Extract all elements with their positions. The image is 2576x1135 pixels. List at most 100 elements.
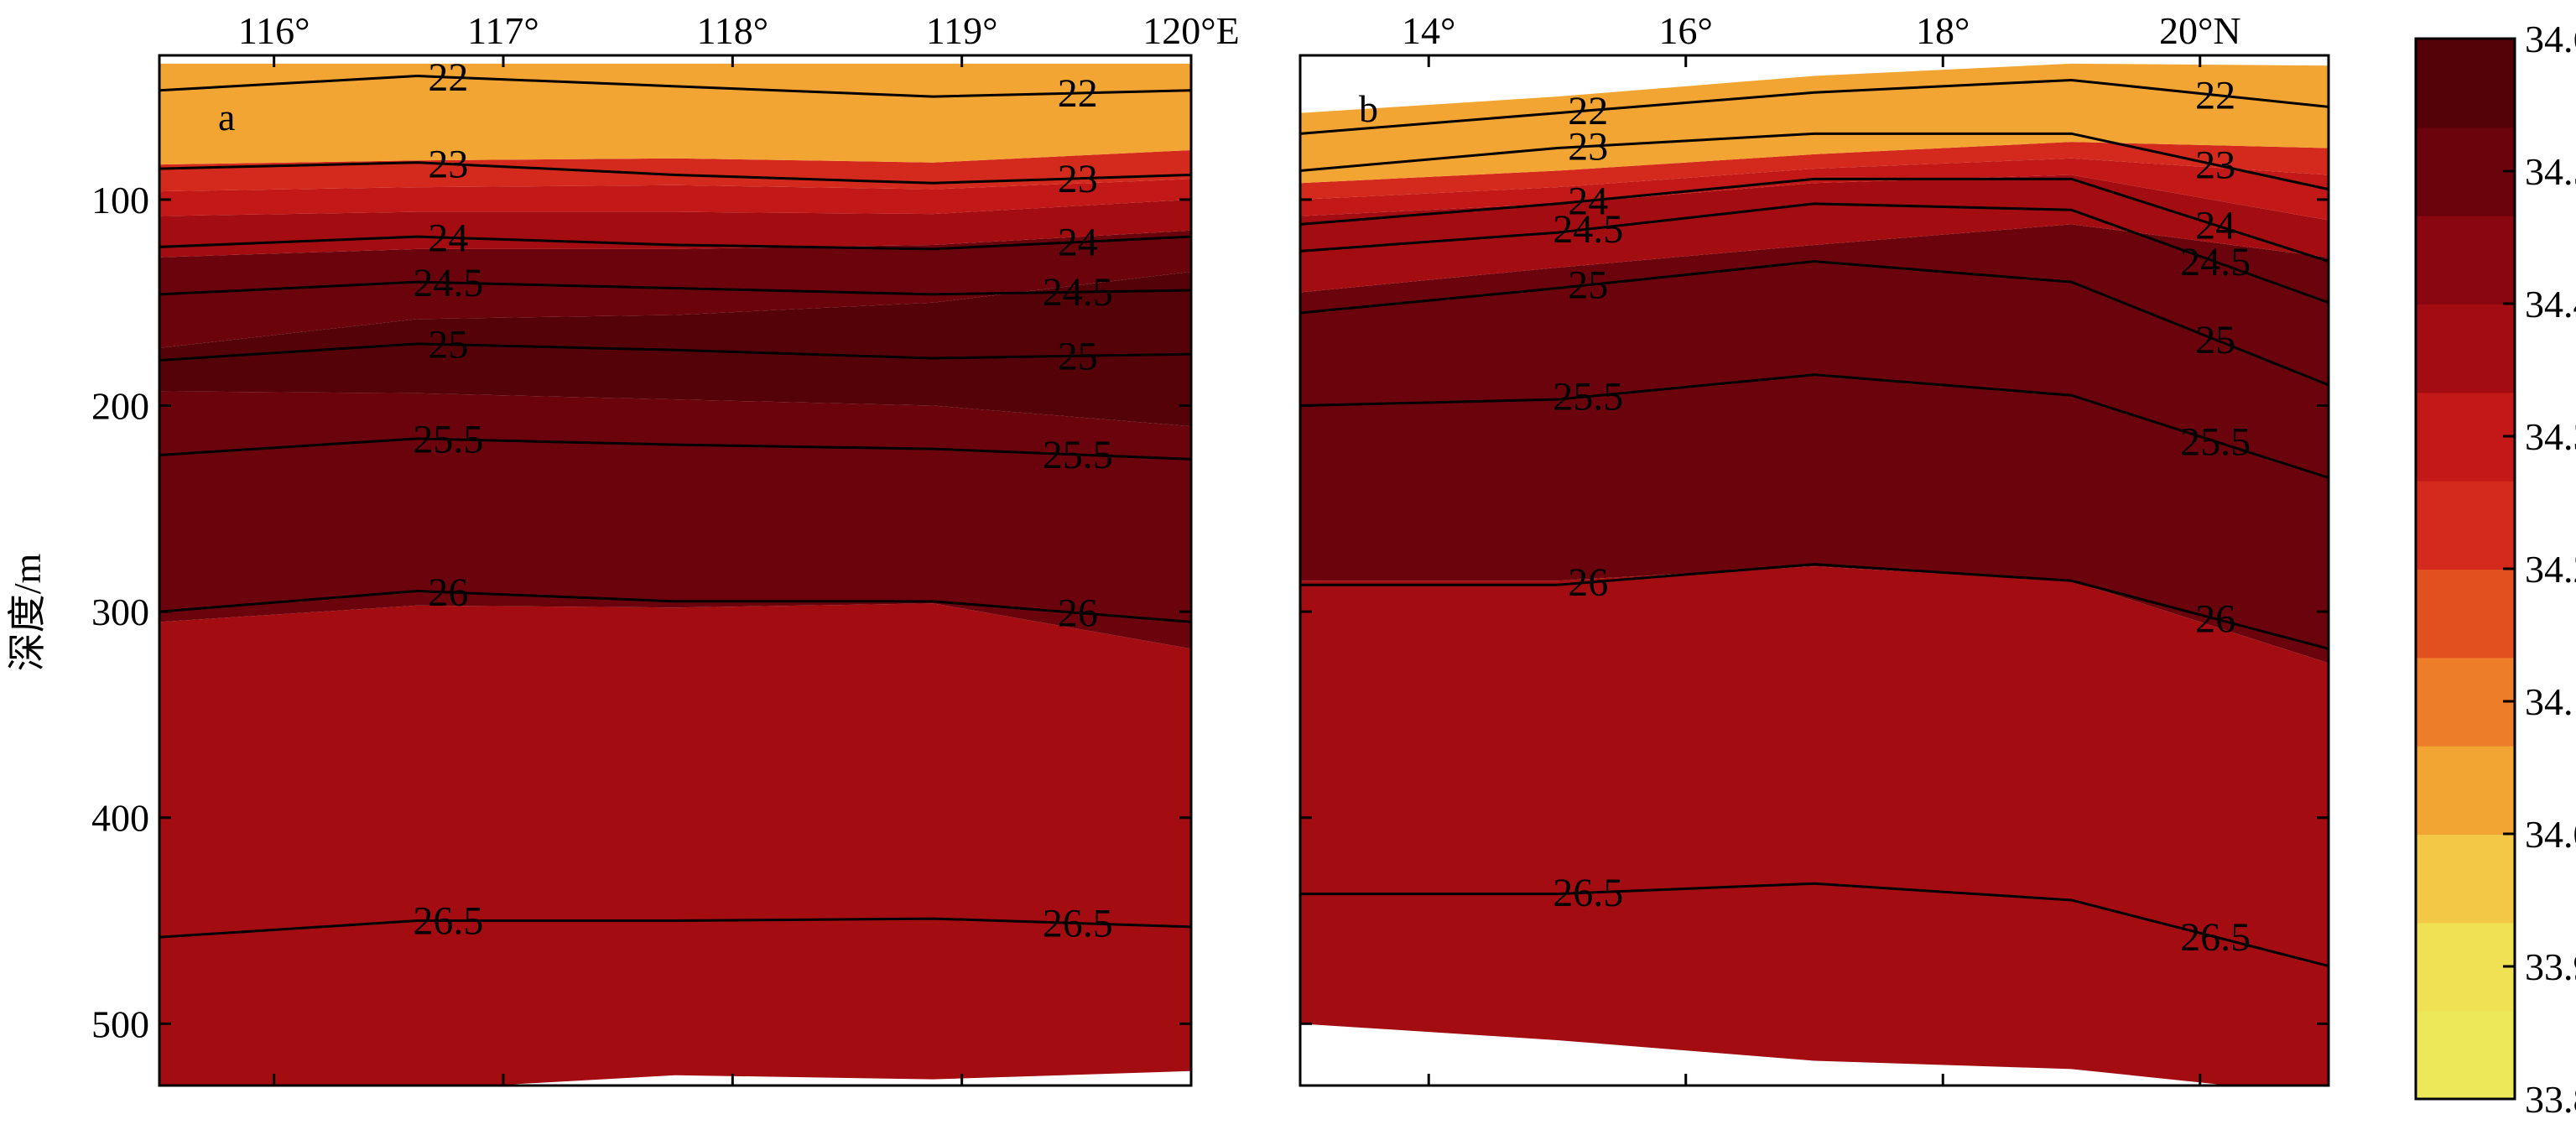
plot-frame (1298, 54, 2330, 1087)
contour-label: 26.5 (1043, 902, 1113, 946)
contour-label: 24.5 (1553, 207, 1623, 252)
contour-label: 26 (1058, 591, 1098, 636)
density-contour (159, 437, 1191, 461)
colorbar-swatch (2416, 39, 2515, 128)
colorbar-swatch (2416, 127, 2515, 216)
colorbar-swatch (2416, 569, 2515, 659)
contour-label: 26.5 (413, 899, 483, 944)
contour-label: 23 (428, 142, 468, 186)
density-contour (159, 75, 1191, 98)
colorbar-swatch (2416, 745, 2515, 835)
density-contour (159, 917, 1191, 939)
contour-label: 25 (1568, 263, 1608, 308)
salinity-band (1300, 566, 2329, 1086)
density-contour (1300, 563, 2329, 650)
panel-letter: b (1359, 87, 1378, 130)
y-tick-label: 500 (91, 1002, 149, 1045)
salinity-band (159, 603, 1191, 1086)
x-tick-label: 18° (1916, 9, 1970, 52)
colorbar-swatch (2416, 480, 2515, 570)
salinity-band (1300, 224, 2329, 664)
contour-label: 24 (428, 216, 468, 260)
density-contour (1300, 202, 2329, 305)
density-contour (1300, 373, 2329, 479)
colorbar-swatch (2416, 392, 2515, 482)
density-contour (1300, 78, 2329, 135)
contour-label: 22 (1568, 89, 1608, 133)
x-tick-label: 116° (238, 9, 310, 52)
y-tick-label: 400 (91, 797, 149, 840)
contour-label: 25.5 (1043, 433, 1113, 477)
x-tick-label: 119° (926, 9, 998, 52)
x-tick-label: 120°E (1142, 9, 1240, 52)
contour-label: 26.5 (2180, 915, 2251, 960)
y-tick-label: 200 (91, 385, 149, 428)
colorbar-tick-label: 33.9 (2525, 945, 2576, 988)
contour-label: 26 (428, 570, 468, 615)
contour-label: 24 (1568, 179, 1608, 223)
colorbar-tick-label: 33.8 (2525, 1078, 2576, 1121)
salinity-band (159, 63, 1191, 165)
contour-label: 24.5 (1043, 270, 1113, 315)
density-contour (1300, 882, 2329, 968)
y-axis-title: 深度/m (6, 554, 49, 672)
x-tick-label: 117° (467, 9, 539, 52)
contour-label: 26 (2195, 597, 2235, 642)
contour-label: 23 (1568, 124, 1608, 169)
density-contour (1300, 177, 2329, 263)
x-tick-label: 118° (696, 9, 768, 52)
contour-label: 25.5 (413, 418, 483, 462)
contour-label: 26 (1568, 560, 1608, 605)
contour-label: 24 (1058, 221, 1098, 265)
contour-label: 24.5 (413, 261, 483, 305)
salinity-band (159, 391, 1191, 649)
contour-label: 24.5 (2180, 240, 2251, 284)
colorbar: 34.6 34.5 34.4 34.3 34.2 34.1 34.0 33.9 33.8 (2414, 18, 2576, 1121)
colorbar-swatch (2416, 834, 2515, 924)
colorbar-swatch (2416, 1010, 2515, 1100)
colorbar-tick-label: 34.2 (2525, 548, 2576, 591)
contour-label: 25 (1058, 334, 1098, 378)
density-contour (159, 280, 1191, 296)
colorbar-tick-label: 34.6 (2525, 18, 2576, 60)
x-tick-label: 14° (1402, 9, 1455, 52)
colorbar-tick-label: 34.5 (2525, 150, 2576, 193)
density-contour (1300, 260, 2329, 387)
density-contour (159, 590, 1191, 623)
contour-label: 25.5 (2180, 419, 2251, 464)
colorbar-tick-label: 34.0 (2525, 813, 2576, 856)
density-contour (1300, 132, 2329, 191)
x-tick-label: 16° (1659, 9, 1713, 52)
contour-label: 24 (2195, 203, 2235, 247)
colorbar-tick-label: 34.3 (2525, 415, 2576, 458)
contour-label: 25 (428, 323, 468, 367)
plot-frame (158, 54, 1193, 1087)
salinity-band (1300, 142, 2329, 200)
contour-label: 22 (2195, 73, 2235, 117)
density-contour (159, 161, 1191, 185)
colorbar-swatch (2416, 922, 2515, 1012)
contour-label: 26.5 (1553, 871, 1623, 915)
colorbar-tick-label: 34.1 (2525, 680, 2576, 723)
colorbar-swatch (2416, 657, 2515, 747)
y-tick-label: 300 (91, 591, 149, 633)
colorbar-swatch (2416, 304, 2515, 393)
density-contour (159, 235, 1191, 251)
contour-label: 22 (428, 55, 468, 100)
contour-label: 23 (2195, 143, 2235, 187)
x-tick-label: 20°N (2159, 9, 2241, 52)
contour-label: 22 (1058, 71, 1098, 116)
y-tick-label: 100 (91, 179, 149, 221)
density-contour (159, 342, 1191, 362)
salinity-band (1300, 63, 2329, 184)
contour-label: 23 (1058, 157, 1098, 201)
contour-label: 25.5 (1553, 375, 1623, 419)
panel-letter: a (218, 96, 235, 138)
salinity-band (1300, 158, 2329, 221)
colorbar-swatch (2416, 215, 2515, 305)
contour-label: 25 (2195, 318, 2235, 362)
colorbar-tick-label: 34.4 (2525, 283, 2576, 325)
